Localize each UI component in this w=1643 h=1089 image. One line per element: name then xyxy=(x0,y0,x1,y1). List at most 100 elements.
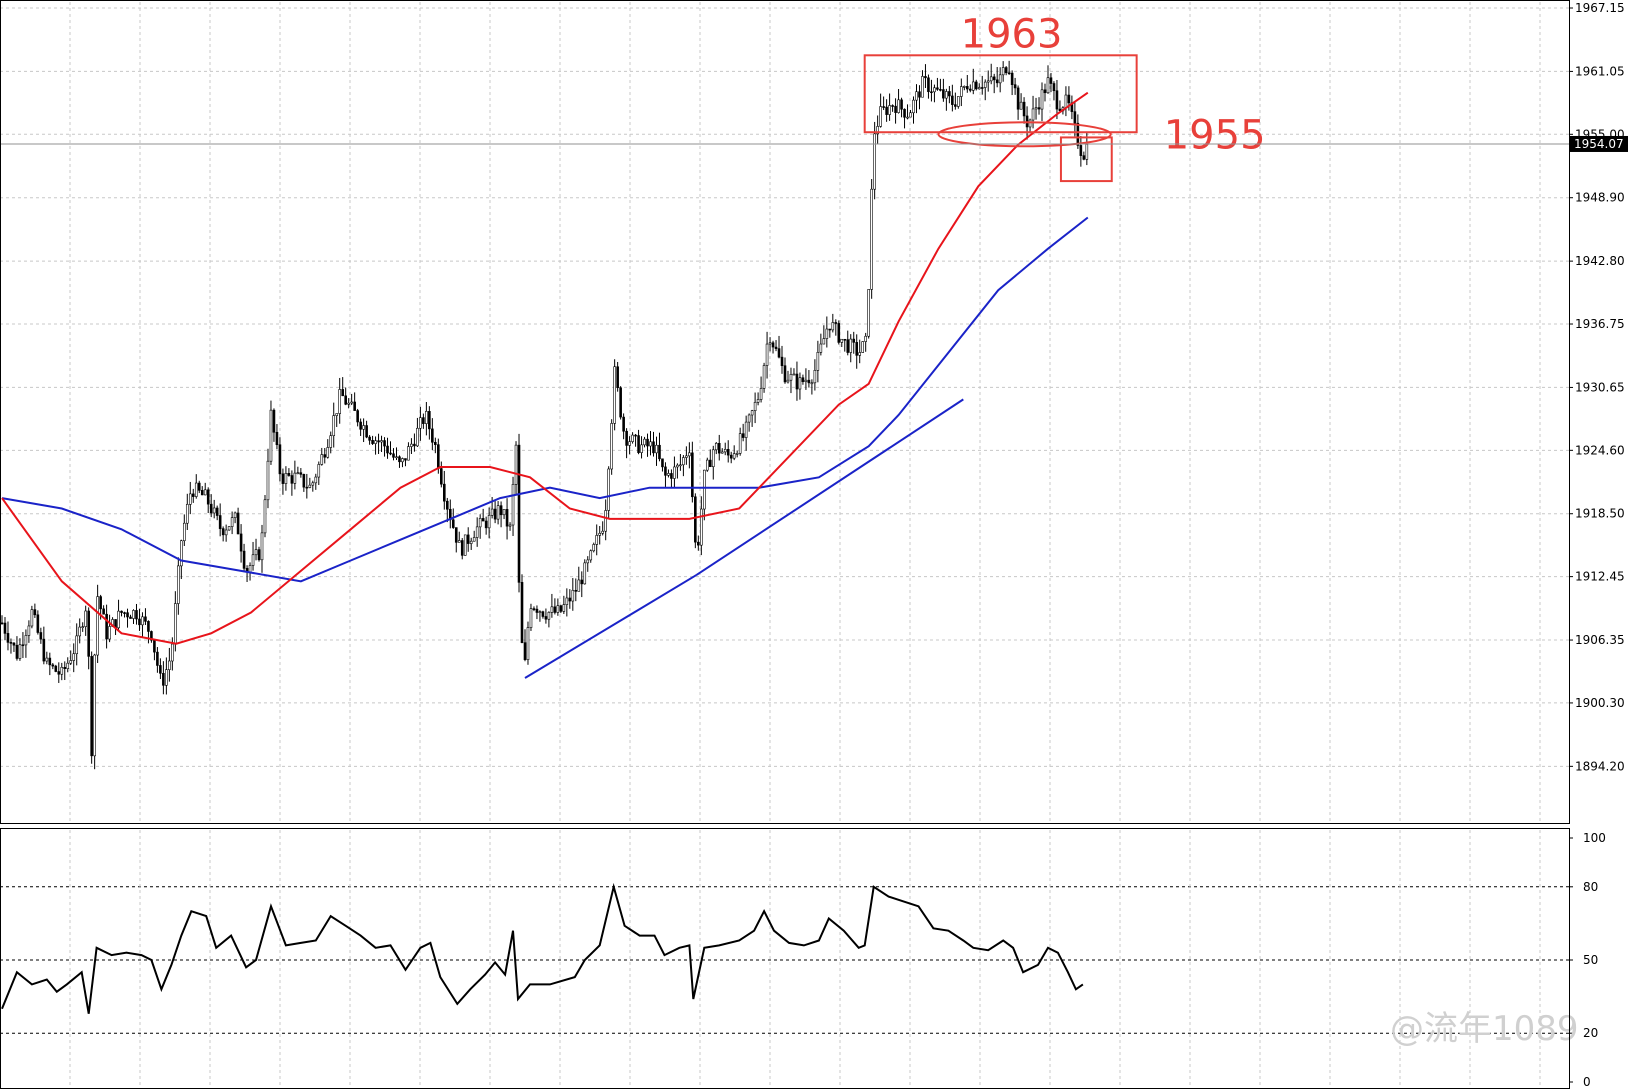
candle-body-363 xyxy=(1085,144,1089,160)
candle-body-3 xyxy=(9,642,13,644)
candle-body-282 xyxy=(843,338,847,341)
candle-body-243 xyxy=(726,449,730,456)
candle-body-78 xyxy=(233,512,237,518)
candle-body-70 xyxy=(209,503,213,514)
candle-body-2 xyxy=(6,633,10,643)
candle-body-207 xyxy=(619,387,622,418)
candle-body-174 xyxy=(520,582,524,643)
candle-body-316 xyxy=(945,91,948,99)
candle-body-191 xyxy=(571,589,575,602)
candle-body-85 xyxy=(254,549,258,556)
candle-body-46 xyxy=(138,618,141,626)
price-tick-label-11: 1900.30 xyxy=(1575,696,1625,710)
candle-body-135 xyxy=(404,458,407,461)
candle-body-119 xyxy=(356,410,359,423)
candle-body-63 xyxy=(188,493,192,505)
candle-body-349 xyxy=(1043,89,1047,94)
candle-body-118 xyxy=(353,401,356,411)
fast-moving-average-line xyxy=(1,91,1089,645)
candle-body-288 xyxy=(861,341,864,353)
candle-body-43 xyxy=(129,616,132,619)
candle-body-158 xyxy=(472,537,476,542)
current-price-tag: 1954.07 xyxy=(1570,135,1628,152)
candle-body-195 xyxy=(583,562,587,585)
candle-body-249 xyxy=(744,421,748,438)
candle-body-108 xyxy=(323,454,327,458)
candle-body-25 xyxy=(75,635,79,655)
candle-body-35 xyxy=(105,613,108,640)
candle-body-93 xyxy=(278,444,282,475)
candle-body-86 xyxy=(257,549,261,561)
candle-body-67 xyxy=(200,490,204,496)
candle-body-128 xyxy=(383,440,386,447)
watermark-text: @流年1089 xyxy=(1390,1009,1579,1049)
candle-body-77 xyxy=(230,517,234,527)
candle-body-317 xyxy=(948,91,951,97)
candle-body-295 xyxy=(882,106,885,108)
candle-body-319 xyxy=(954,104,957,107)
candle-body-53 xyxy=(159,665,162,674)
candle-body-81 xyxy=(242,550,246,569)
candle-body-323 xyxy=(965,86,969,90)
candle-body-120 xyxy=(359,421,362,430)
candle-body-264 xyxy=(789,374,793,381)
candle-body-91 xyxy=(272,409,276,433)
candle-body-16 xyxy=(48,657,52,666)
candle-body-359 xyxy=(1073,111,1077,124)
candle-body-344 xyxy=(1028,119,1032,128)
candle-body-336 xyxy=(1004,67,1008,74)
candle-body-31 xyxy=(93,654,96,757)
candle-body-197 xyxy=(589,550,593,561)
candle-body-190 xyxy=(568,597,572,602)
candle-body-138 xyxy=(413,443,416,447)
candle-body-169 xyxy=(505,509,509,527)
candle-body-182 xyxy=(544,616,548,620)
candle-body-260 xyxy=(777,348,781,358)
candle-body-308 xyxy=(921,76,924,98)
candle-body-337 xyxy=(1007,72,1011,75)
candle-body-12 xyxy=(36,614,40,633)
candle-body-214 xyxy=(640,444,643,453)
resistance-label: 1963 xyxy=(961,11,1063,57)
candle-body-183 xyxy=(547,612,551,620)
candle-body-354 xyxy=(1058,108,1062,112)
candle-body-345 xyxy=(1031,108,1035,121)
candle-body-42 xyxy=(126,612,129,618)
candle-body-189 xyxy=(565,597,569,605)
candle-body-251 xyxy=(750,410,754,416)
candle-body-244 xyxy=(729,454,733,459)
candle-body-269 xyxy=(804,379,808,383)
candle-body-320 xyxy=(957,96,960,107)
candle-body-175 xyxy=(523,642,527,660)
candle-body-129 xyxy=(386,445,389,454)
candle-body-60 xyxy=(180,540,183,567)
candle-body-157 xyxy=(469,540,473,544)
candle-body-262 xyxy=(783,365,787,383)
candle-body-347 xyxy=(1037,107,1041,110)
candle-body-315 xyxy=(942,89,945,99)
candle-body-263 xyxy=(786,379,790,383)
candle-body-213 xyxy=(637,435,640,453)
candle-body-211 xyxy=(631,434,634,442)
candle-body-276 xyxy=(825,328,829,339)
candle-body-139 xyxy=(416,427,419,447)
candle-body-103 xyxy=(308,484,312,488)
candle-body-186 xyxy=(556,605,560,613)
candle-body-245 xyxy=(732,453,736,459)
candle-body-15 xyxy=(45,657,49,662)
candle-body-221 xyxy=(661,458,664,468)
candle-body-101 xyxy=(302,474,306,488)
candle-body-64 xyxy=(191,493,195,497)
support-box xyxy=(1059,136,1113,183)
candle-body-0 xyxy=(0,622,4,625)
candle-body-48 xyxy=(144,616,147,622)
candle-body-83 xyxy=(248,565,252,573)
candle-body-342 xyxy=(1022,101,1026,117)
candle-body-338 xyxy=(1010,72,1014,85)
candle-body-10 xyxy=(30,609,34,627)
candle-body-205 xyxy=(613,366,616,424)
candle-body-14 xyxy=(42,638,46,662)
price-tick-label-12: 1894.20 xyxy=(1575,759,1625,773)
candle-body-310 xyxy=(927,77,930,93)
candle-body-112 xyxy=(335,413,339,416)
